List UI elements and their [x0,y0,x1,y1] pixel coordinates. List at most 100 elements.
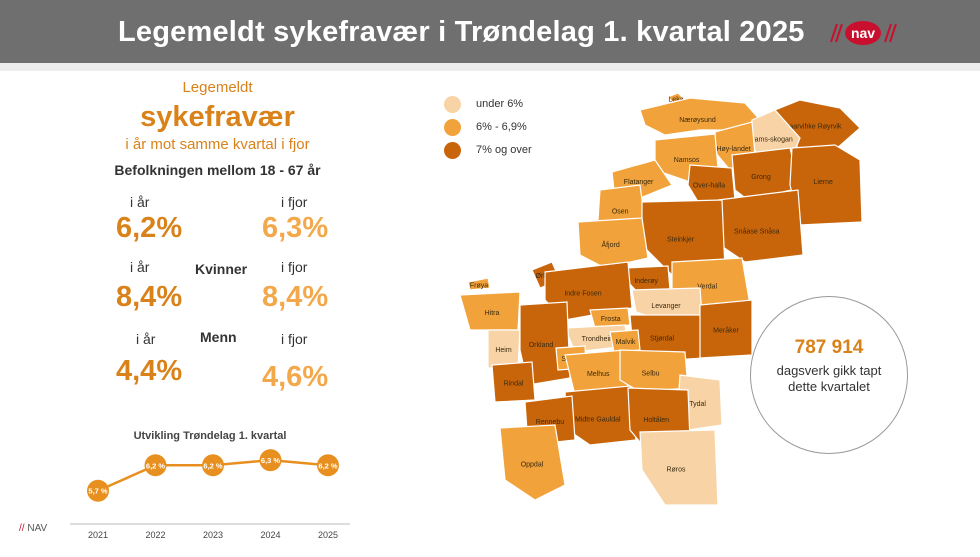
chart-point [259,449,282,472]
chart-x-tick-label: 2024 [260,530,280,540]
legend-swatch [444,119,461,136]
legend-item: 7% og over [444,142,564,160]
total-this-year-label: i år [130,194,150,210]
municipality-label: Selbu [642,370,660,377]
municipality-label: Melhus [587,371,610,378]
municipality-shape [589,307,631,329]
municipality-shape [491,361,536,403]
chart-x-tick-label: 2023 [203,530,223,540]
chart-point [202,454,224,477]
municipality-label: Raarvihke Røyrvik [784,124,842,131]
municipality-shape [564,385,637,446]
footer-nav-label: // NAV [19,523,47,534]
trondelag-map: Leka Nærøysund Raarvihke Røyrvik Nams-skoga… [459,92,863,506]
header-stripe [0,63,980,71]
stats-line3: i år mot samme kvartal i fjor [125,136,310,153]
summary-circle: 787 914 dagsverk gikk tapt dette kvartal… [750,296,908,454]
municipality-label: Namsos [674,157,700,164]
chart-x-tick-label: 2022 [145,530,165,540]
municipality-label: Nærøysund [679,117,716,124]
chart-data-label: 6,2 % [203,461,223,470]
chart-data-label: 6,2 % [318,461,338,470]
legend-label: 7% og over [476,144,532,156]
municipality-label: Heim [495,347,512,354]
municipality-shape [789,144,863,226]
municipality-shape [467,277,491,291]
municipality-label: Levanger [651,303,681,310]
total-this-year-value: 6,2% [116,212,183,244]
stats-line2: sykefravær [140,101,295,133]
municipality-label: Trondheim [582,336,615,343]
women-last-year-value: 8,4% [262,281,329,313]
municipality-shape [609,329,641,353]
municipality-label: Midtre Gauldal [575,417,621,424]
municipality-label: Lierne [813,179,833,186]
municipality-label: Åfjord [601,240,619,249]
municipality-label: Flatanger [624,179,654,186]
municipality-shape [717,189,804,263]
municipality-label: Snåase Snåsa [734,227,780,235]
women-this-year-label: i år [130,259,150,275]
nav-logo: nav [830,21,897,45]
municipality-label: Røros [666,466,686,473]
chart-point [317,454,339,477]
men-last-year-label: i fjor [281,331,308,347]
summary-number: 787 914 [794,337,864,358]
municipality-shape [499,424,566,501]
municipality-label: Nams-skogan [750,136,793,143]
municipality-label: Inderøy [634,278,658,285]
legend-label: under 6% [476,98,524,110]
women-last-year-label: i fjor [281,259,308,275]
chart-data-label: 6,2 % [146,461,166,470]
chart-point [87,479,109,502]
legend-label: 6% - 6,9% [476,121,527,133]
municipality-label: Tydal [689,401,706,408]
legend-item: 6% - 6,9% [444,119,564,137]
municipality-label: Steinkjer [667,236,695,243]
chart-point [144,454,167,477]
municipality-label: Høy-landet [716,146,750,153]
municipality-shape [639,429,719,506]
men-last-year-value: 4,6% [262,361,329,393]
legend-swatch [444,96,461,113]
municipality-label: Hitra [485,310,500,317]
chart-x-tick-label: 2025 [318,530,338,540]
municipality-label: Holtålen [643,416,669,424]
municipality-label: Orkland [529,342,554,349]
municipality-label: Osen [612,208,629,215]
municipality-label: Rennebu [536,419,565,426]
chart-data-label: 5,7 % [88,487,108,496]
chart-x-tick-label: 2021 [88,530,108,540]
municipality-label: Grong [751,174,771,181]
total-last-year-value: 6,3% [262,212,329,244]
men-label: Menn [200,329,237,345]
municipality-label: Verdal [697,283,717,290]
footer-slashes: // [19,523,25,534]
municipality-label: Frosta [601,316,621,323]
municipality-label: Frøya [470,283,488,290]
legend-item: under 6% [444,96,564,114]
municipality-label: Indre Fosen [564,290,601,297]
women-label: Kvinner [195,261,248,277]
stats-line1: Legemeldt [182,79,253,96]
municipality-label: Stjørdal [650,336,675,343]
population-label: Befolkningen mellom 18 - 67 år [114,162,321,178]
municipality-label: Leka [668,96,683,103]
page-title: Legemeldt sykefravær i Trøndelag 1. kvar… [118,16,805,48]
summary-text: dagsverk gikk tapt dette kvartalet [776,363,882,394]
header-bar: Legemeldt sykefravær i Trøndelag 1. kvar… [0,0,980,63]
municipality-label: Malvik [616,339,636,346]
footer-nav-text: NAV [27,523,48,534]
municipality-label: Meråker [713,327,739,335]
chart-title: Utvikling Trøndelag 1. kvartal [133,430,287,442]
municipality-label: Rindal [504,380,524,387]
total-last-year-label: i fjor [281,194,308,210]
trend-chart: 5,7 % 2021 6,2 % 2022 6,2 % 2023 6,3 % 2024 6,2 … [70,449,350,540]
women-this-year-value: 8,4% [116,281,183,313]
nav-logo-text: nav [851,25,875,41]
municipality-label: Oppdal [521,462,544,469]
chart-data-label: 6,3 % [261,456,281,465]
men-this-year-value: 4,4% [116,355,183,387]
legend-swatch [444,142,461,159]
men-this-year-label: i år [136,331,156,347]
